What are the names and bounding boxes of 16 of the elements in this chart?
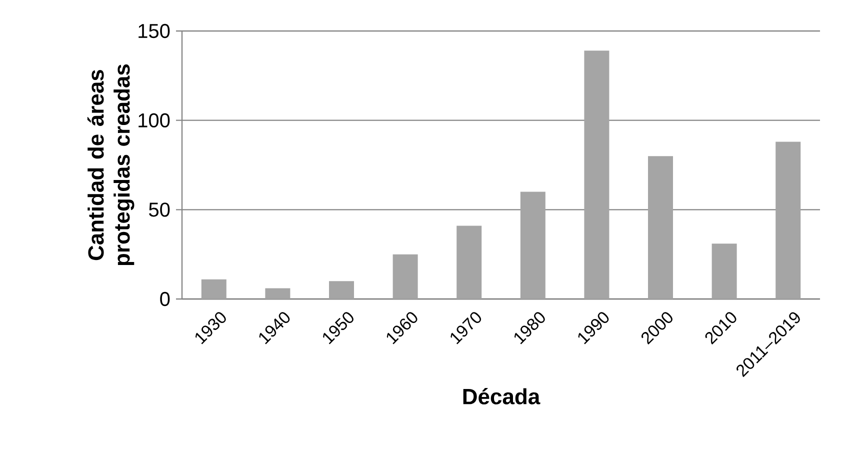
y-tick-label: 0 (160, 292, 170, 306)
bar (265, 288, 290, 300)
bar (456, 226, 482, 300)
bar (584, 50, 610, 300)
bar (776, 142, 801, 300)
bar (648, 156, 674, 300)
y-tick-label: 150 (138, 24, 170, 38)
bar (392, 254, 418, 300)
bar (712, 244, 737, 300)
bar (329, 281, 354, 300)
x-axis-title: Década (463, 388, 540, 404)
bar (201, 279, 226, 300)
y-tick-label: 50 (149, 202, 170, 217)
y-axis-title: Cantidad de áreas protegidas creadas (87, 64, 134, 266)
y-tick-label: 100 (138, 113, 170, 128)
bar (520, 192, 546, 300)
